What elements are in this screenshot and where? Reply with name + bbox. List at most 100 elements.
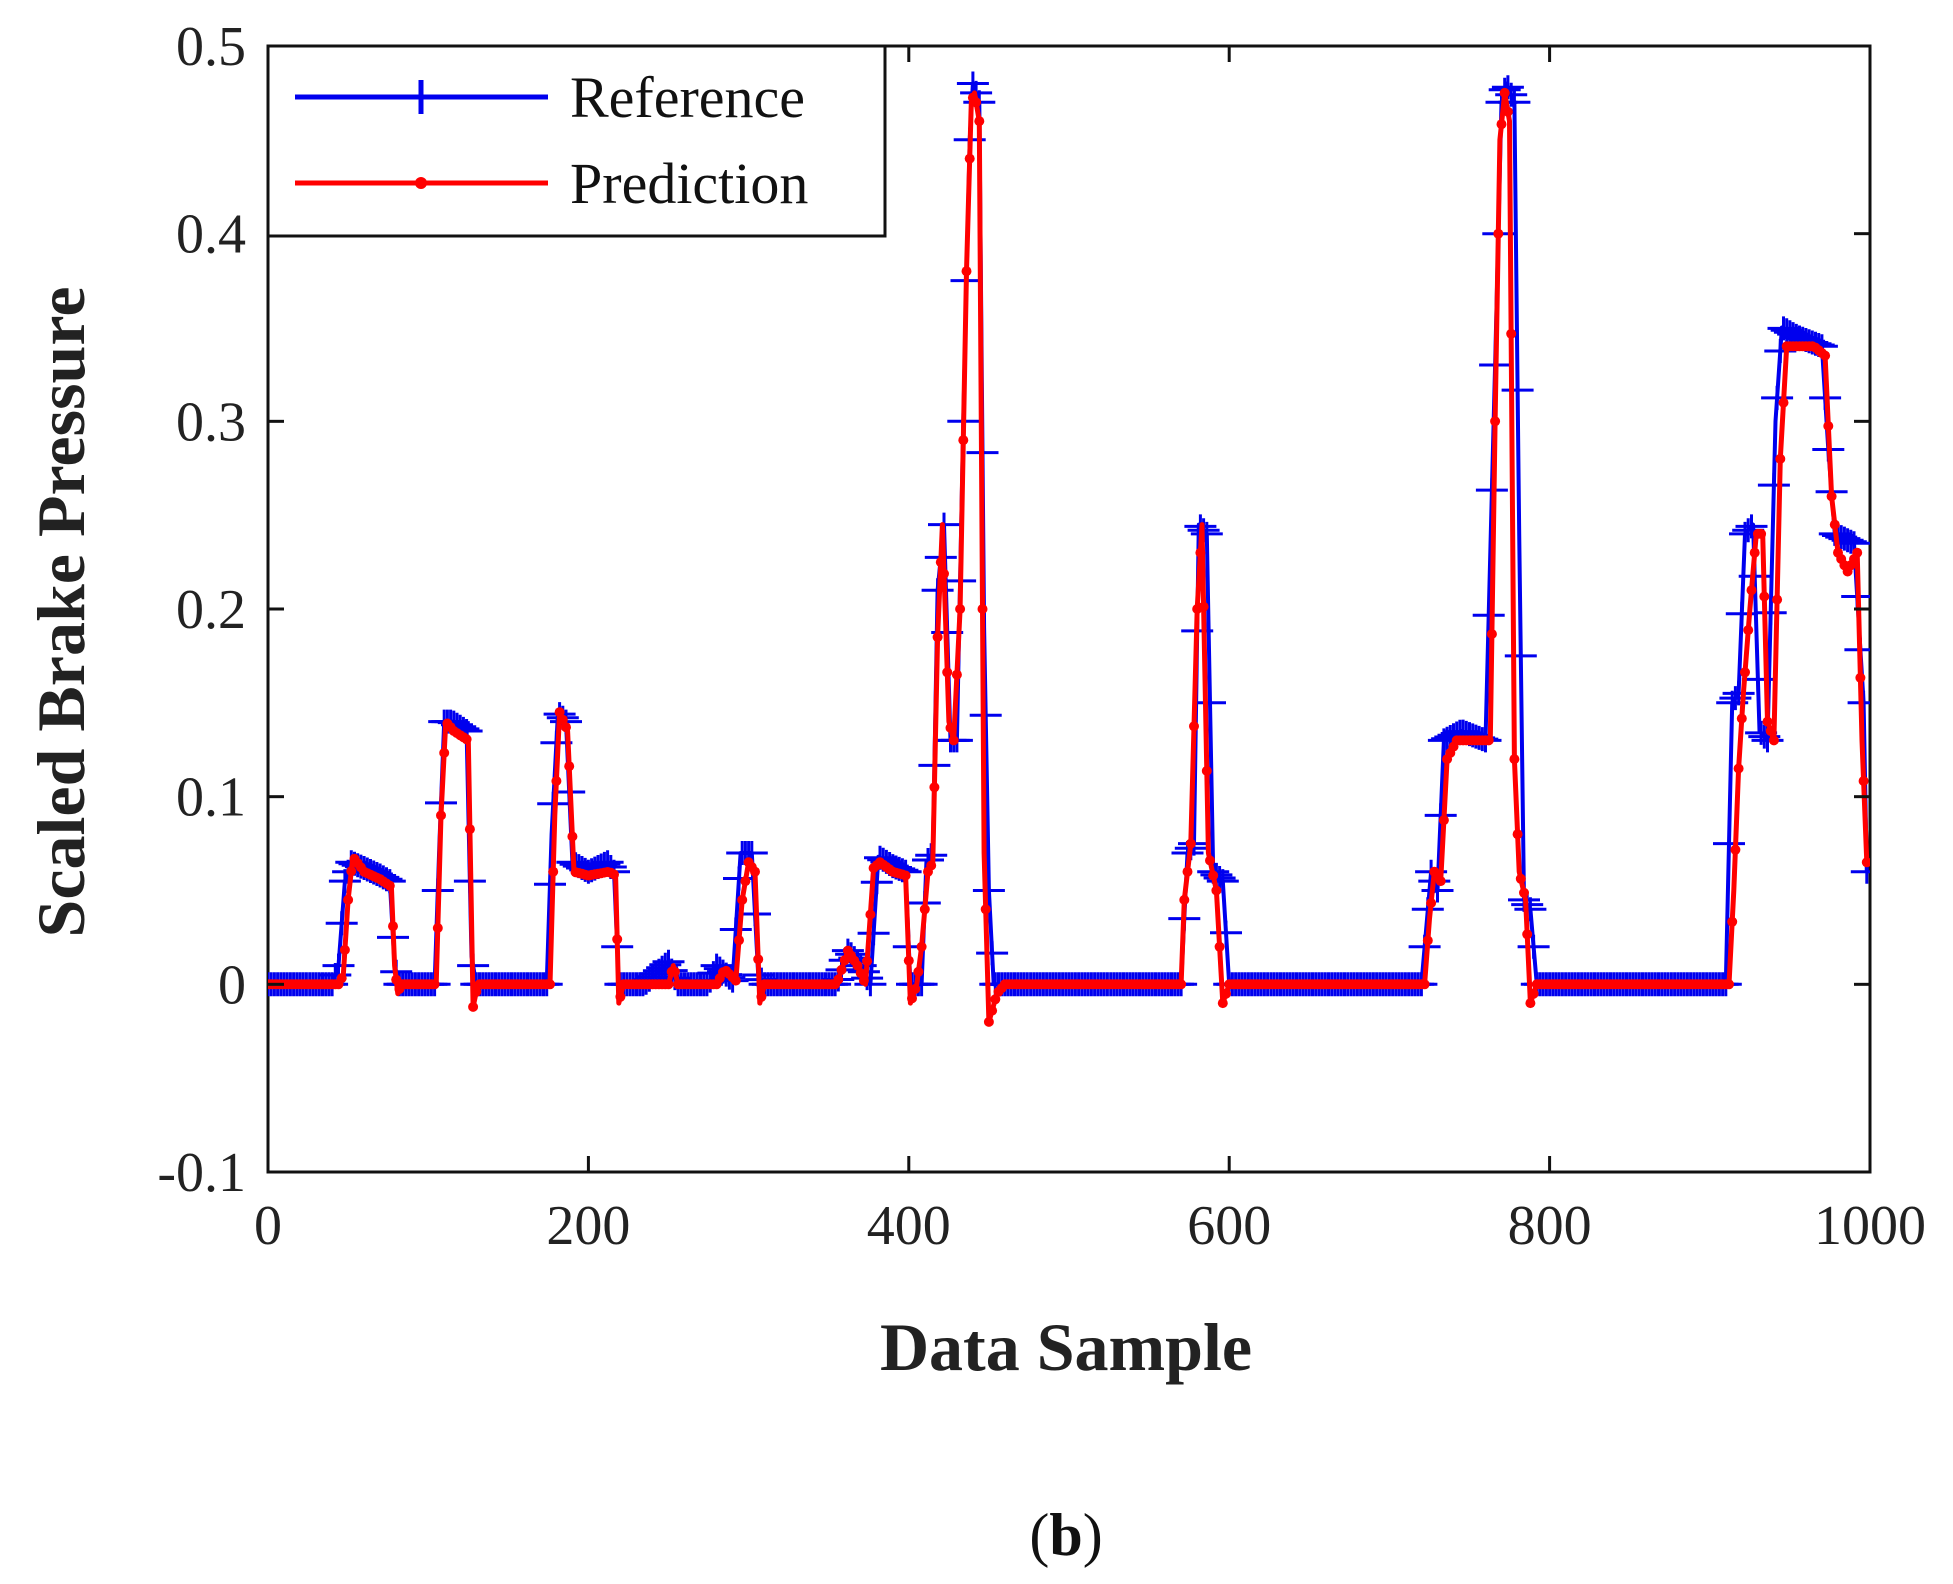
panel-label-letter: b [1049,1502,1082,1568]
data-point [1176,979,1187,990]
plot-area [268,71,1870,1027]
data-point [734,935,744,946]
data-point [1514,897,1547,922]
data-point [926,860,937,871]
data-point [1499,87,1510,98]
data-point [972,878,1005,903]
data-point [1858,776,1869,786]
data-point [1733,763,1744,774]
data-point [976,941,1009,966]
data-point [1754,600,1787,625]
data-point [1765,726,1776,736]
data-point [983,1016,994,1027]
data-point [1525,998,1536,1009]
data-point [1730,844,1741,855]
x-tick-label: 600 [1187,1195,1271,1257]
data-point [1852,547,1863,558]
data-point [1775,453,1786,464]
data-point [388,921,398,932]
x-axis-title: Data Sample [880,1309,1252,1385]
data-point [1179,894,1190,905]
data-point [1426,898,1437,908]
data-point [730,975,741,986]
data-point [929,782,940,793]
data-point [1724,979,1734,990]
x-tick-label: 1000 [1814,1195,1926,1257]
data-point [561,722,571,733]
legend-reference-label: Reference [570,65,805,130]
legend: Reference Prediction [266,44,887,238]
data-point [1490,416,1501,427]
data-point [951,669,962,680]
data-point [1435,876,1446,887]
data-point [1208,870,1219,881]
data-point [1195,547,1206,558]
data-point [322,953,355,978]
data-point [740,876,751,887]
data-point [1504,643,1537,668]
data-point [1483,735,1494,746]
data-point [1506,328,1517,339]
data-point [554,707,565,718]
ticks: 0 200 400 600 800 1000-0.100.10.20.30.40.5 [157,16,1926,1257]
data-point [862,956,873,967]
data-point [1515,873,1526,884]
data-point [1757,473,1790,498]
data-point [1221,988,1231,999]
data-point [1820,350,1831,361]
legend-box [266,44,887,238]
data-point [471,986,482,997]
legend-prediction-label: Prediction [570,151,808,216]
data-point [1194,690,1226,715]
data-point [649,952,682,977]
data-point [961,266,972,277]
data-point [1502,106,1513,117]
data-point [384,880,395,891]
data-point [971,97,982,108]
y-tick-label: 0 [218,954,246,1016]
data-point [756,991,767,1002]
data-point [545,979,555,990]
data-point [615,991,626,1002]
data-point [1528,988,1539,999]
data-point [1740,667,1750,678]
data-point [1509,754,1520,765]
data-point [955,604,966,614]
data-point [1214,941,1225,952]
data-point [836,964,847,975]
data-point [429,979,440,990]
data-point [913,966,924,977]
data-point [1198,601,1209,612]
data-point [945,722,956,733]
data-point [753,954,764,965]
data-point [916,941,927,952]
data-point [343,894,354,905]
legend-prediction-marker [415,177,427,189]
data-point [865,909,876,920]
data-point [855,968,866,979]
data-point [1855,672,1866,683]
panel-label: (b) [1029,1502,1102,1568]
data-point [990,994,1001,1005]
data-point [534,872,566,897]
data-point [432,923,443,933]
data-point [1823,421,1834,431]
legend-reference-marker [404,80,438,114]
data-point [907,993,917,1004]
series-layer [268,71,1870,1027]
data-point [974,116,985,127]
data-point [1422,935,1433,946]
y-tick-label: -0.1 [157,1142,246,1204]
data-point [1778,397,1789,408]
data-point [612,934,623,945]
data-point [1759,591,1770,602]
data-point [1517,934,1550,959]
data-point [1472,603,1505,628]
data-point [858,975,869,986]
data-point [1205,855,1215,866]
data-point [900,870,911,881]
data-point [1861,857,1870,868]
y-tick-label: 0.3 [176,391,246,453]
y-tick-label: 0.4 [176,204,246,266]
data-point [977,604,988,614]
